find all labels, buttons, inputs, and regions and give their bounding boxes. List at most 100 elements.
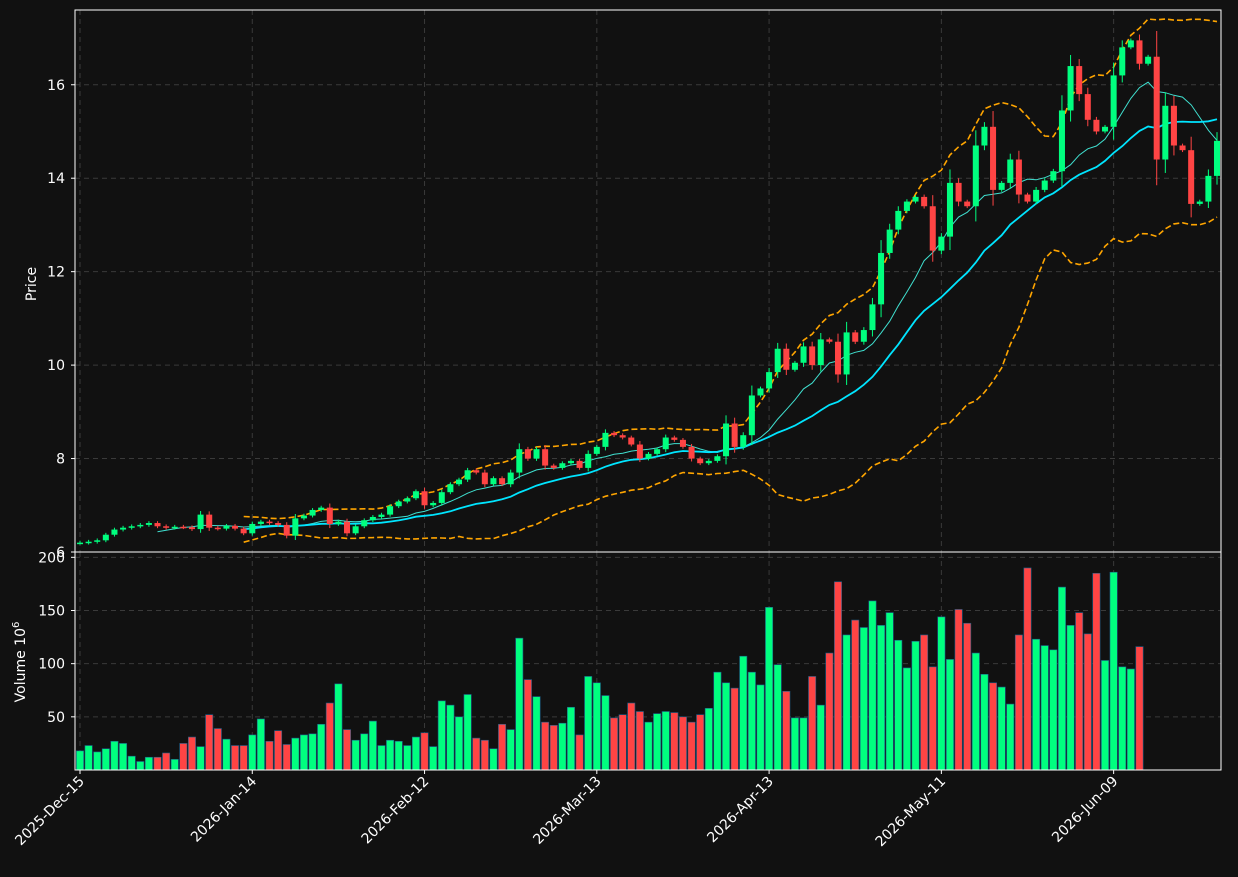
volume-bar (411, 736, 420, 771)
date-tick-label: 2026-May-11 (873, 774, 950, 851)
date-tick-labels: 2025-Dec-15 2026-Jan-14 2026-Feb-12 2026-Ma… (12, 770, 1121, 850)
volume-bar (627, 702, 636, 771)
candle-body (318, 507, 325, 510)
candle-body (567, 460, 574, 464)
volume-bar (248, 734, 257, 771)
candle-body (774, 348, 781, 373)
volume-bar (859, 627, 868, 771)
candle-body (593, 446, 600, 454)
candle-body (197, 514, 204, 530)
candle-body (481, 472, 488, 485)
candle-body (654, 449, 661, 454)
candle-body (85, 541, 92, 544)
volume-bar (351, 739, 360, 771)
volume-bar (334, 683, 343, 771)
candle-body (1067, 66, 1074, 111)
candle-body (834, 341, 842, 375)
volume-bar (584, 676, 593, 771)
volume-bar (110, 740, 119, 771)
volume-bar (1135, 646, 1144, 771)
volume-tick-label: 150 (38, 603, 65, 619)
candle-body (128, 526, 135, 528)
candle-body (559, 463, 566, 468)
candle-body (438, 492, 445, 503)
volume-bar (239, 745, 248, 771)
volume-bar (144, 756, 153, 771)
candle-body (1205, 175, 1212, 202)
candle-body (869, 304, 876, 331)
date-tick-label: 2025-Dec-15 (12, 774, 87, 849)
volume-bar (205, 714, 214, 771)
volume-bar (739, 655, 748, 771)
candle-body (430, 502, 437, 506)
candle-body (783, 348, 790, 370)
volume-bar (971, 652, 980, 771)
candle-body (292, 518, 299, 536)
candle-body (137, 524, 144, 527)
volume-bar (377, 745, 386, 771)
price-tick-label: 6 (56, 545, 65, 561)
candle-body (550, 465, 557, 468)
candle-body (1102, 126, 1109, 132)
volume-bar (506, 729, 515, 771)
candle-body (421, 491, 428, 506)
volume-bar (136, 761, 145, 771)
volume-bar (231, 745, 240, 771)
candle-body (232, 525, 239, 529)
volume-bar (360, 733, 369, 771)
candle-body (817, 339, 824, 366)
candle-body (998, 182, 1005, 190)
volume-bar (825, 652, 834, 771)
candle-body (145, 523, 152, 525)
volume-bar (808, 676, 817, 771)
candle-body (1084, 94, 1091, 120)
volume-bar (799, 717, 808, 771)
volume-bar (489, 748, 498, 771)
candle-body (344, 521, 351, 534)
candle-body (800, 346, 807, 363)
candle-body (662, 437, 669, 450)
candle-body (886, 229, 893, 253)
candle-body (826, 339, 833, 342)
volume-bar (317, 723, 326, 771)
volume-bar (765, 606, 774, 771)
candle-body (955, 182, 962, 202)
candle-body (903, 201, 910, 211)
price-tick-label: 10 (47, 358, 65, 374)
volume-bar (386, 739, 395, 771)
volume-bar (1101, 660, 1109, 771)
candle-body (1015, 159, 1022, 195)
candle-body (766, 372, 773, 389)
volume-bar (541, 721, 550, 771)
volume-bar (179, 743, 188, 771)
volume-bar (963, 622, 972, 771)
volume-bar (997, 686, 1006, 771)
volume-bar (455, 716, 463, 771)
candle-body (636, 444, 643, 459)
price-tick-label: 12 (47, 265, 65, 281)
volume-bar (782, 691, 791, 771)
candle-body (964, 201, 971, 207)
volume-bar (282, 744, 291, 771)
price-grid (75, 10, 1221, 553)
volume-bar (989, 682, 998, 771)
candle-body (946, 182, 953, 237)
candle-body (352, 526, 359, 534)
volume-tick-label: 50 (47, 710, 65, 726)
volume-bar (1057, 586, 1066, 771)
volume-bar (790, 717, 799, 771)
volume-tick-label: 100 (38, 657, 65, 673)
volume-bar (713, 671, 722, 771)
candle-body (697, 458, 704, 464)
price-tick-label: 16 (47, 78, 65, 94)
candle-body (1093, 119, 1100, 132)
volume-bar (1066, 625, 1075, 771)
volume-bar (885, 612, 894, 771)
volume-bar (532, 696, 541, 771)
volume-bar (851, 619, 860, 771)
candle-body (576, 460, 583, 468)
volume-bar (773, 664, 782, 771)
volume-bar (188, 736, 196, 771)
volume-bar (902, 667, 911, 771)
